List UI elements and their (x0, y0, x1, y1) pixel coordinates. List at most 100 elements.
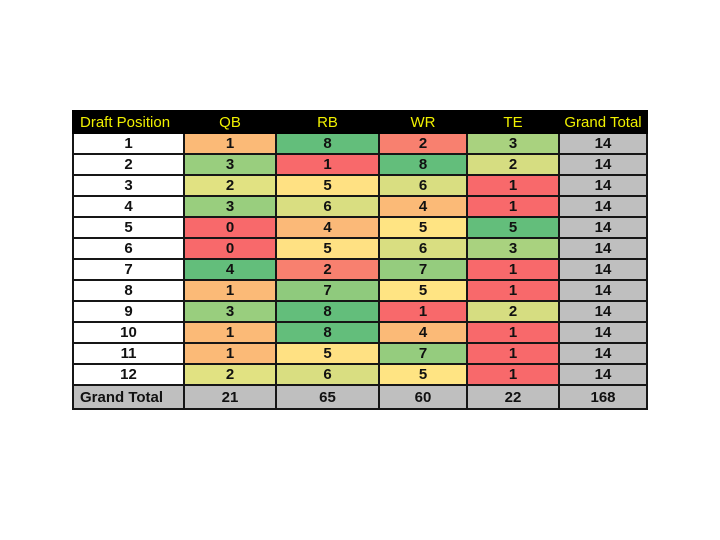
draft-position-cell: 6 (72, 237, 185, 260)
header-row: Draft Position QB RB WR TE Grand Total (72, 110, 648, 134)
value-cell-rb: 6 (275, 195, 380, 218)
value-cell-rb: 8 (275, 321, 380, 344)
value-cell-te: 3 (466, 237, 560, 260)
value-cell-te: 2 (466, 300, 560, 323)
value-cell-qb: 1 (183, 342, 277, 365)
value-cell-te: 1 (466, 363, 560, 386)
grand-total-overall: 168 (558, 384, 648, 410)
table-row: 8 1 7 5 1 14 (72, 279, 648, 302)
row-total-cell: 14 (558, 237, 648, 260)
table-row: 3 2 5 6 1 14 (72, 174, 648, 197)
table-row: 1 1 8 2 3 14 (72, 132, 648, 155)
value-cell-rb: 2 (275, 258, 380, 281)
draft-position-cell: 4 (72, 195, 185, 218)
value-cell-te: 1 (466, 174, 560, 197)
value-cell-rb: 6 (275, 363, 380, 386)
value-cell-qb: 1 (183, 132, 277, 155)
value-cell-wr: 8 (378, 153, 468, 176)
value-cell-qb: 3 (183, 300, 277, 323)
value-cell-wr: 6 (378, 174, 468, 197)
draft-position-cell: 12 (72, 363, 185, 386)
draft-position-cell: 11 (72, 342, 185, 365)
draft-position-cell: 7 (72, 258, 185, 281)
value-cell-qb: 1 (183, 321, 277, 344)
grand-total-wr: 60 (378, 384, 468, 410)
row-total-cell: 14 (558, 300, 648, 323)
row-total-cell: 14 (558, 258, 648, 281)
grand-total-row: Grand Total 21 65 60 22 168 (72, 384, 648, 410)
table-row: 11 1 5 7 1 14 (72, 342, 648, 365)
value-cell-wr: 6 (378, 237, 468, 260)
row-total-cell: 14 (558, 132, 648, 155)
value-cell-wr: 4 (378, 321, 468, 344)
value-cell-qb: 3 (183, 153, 277, 176)
value-cell-te: 5 (466, 216, 560, 239)
draft-position-cell: 3 (72, 174, 185, 197)
grand-total-qb: 21 (183, 384, 277, 410)
value-cell-rb: 5 (275, 342, 380, 365)
value-cell-te: 1 (466, 195, 560, 218)
value-cell-te: 1 (466, 342, 560, 365)
table-row: 10 1 8 4 1 14 (72, 321, 648, 344)
table-row: 6 0 5 6 3 14 (72, 237, 648, 260)
value-cell-rb: 8 (275, 132, 380, 155)
value-cell-wr: 1 (378, 300, 468, 323)
header-rb: RB (275, 110, 380, 134)
grand-total-te: 22 (466, 384, 560, 410)
draft-position-cell: 9 (72, 300, 185, 323)
value-cell-te: 2 (466, 153, 560, 176)
value-cell-qb: 3 (183, 195, 277, 218)
draft-position-pivot-table: Draft Position QB RB WR TE Grand Total 1… (72, 110, 648, 410)
grand-total-label: Grand Total (72, 384, 185, 410)
header-te: TE (466, 110, 560, 134)
draft-position-cell: 1 (72, 132, 185, 155)
row-total-cell: 14 (558, 342, 648, 365)
header-wr: WR (378, 110, 468, 134)
row-total-cell: 14 (558, 279, 648, 302)
draft-position-cell: 10 (72, 321, 185, 344)
value-cell-wr: 7 (378, 342, 468, 365)
table-row: 12 2 6 5 1 14 (72, 363, 648, 386)
value-cell-rb: 5 (275, 237, 380, 260)
value-cell-te: 1 (466, 258, 560, 281)
value-cell-wr: 2 (378, 132, 468, 155)
value-cell-rb: 7 (275, 279, 380, 302)
value-cell-wr: 7 (378, 258, 468, 281)
value-cell-qb: 2 (183, 363, 277, 386)
header-grand-total: Grand Total (558, 110, 648, 134)
table-row: 9 3 8 1 2 14 (72, 300, 648, 323)
value-cell-rb: 8 (275, 300, 380, 323)
draft-position-cell: 8 (72, 279, 185, 302)
value-cell-te: 3 (466, 132, 560, 155)
value-cell-rb: 5 (275, 174, 380, 197)
draft-position-cell: 2 (72, 153, 185, 176)
table-row: 4 3 6 4 1 14 (72, 195, 648, 218)
table-body: 1 1 8 2 3 14 2 3 1 8 2 14 3 2 5 6 1 14 4 3 6 4 1 14 5 0 4 5 5 14 6 0 5 6 3… (72, 132, 648, 386)
draft-position-cell: 5 (72, 216, 185, 239)
row-total-cell: 14 (558, 216, 648, 239)
table-header: Draft Position QB RB WR TE Grand Total (72, 110, 648, 134)
header-draft-position: Draft Position (72, 110, 185, 134)
row-total-cell: 14 (558, 363, 648, 386)
value-cell-qb: 1 (183, 279, 277, 302)
value-cell-qb: 0 (183, 216, 277, 239)
value-cell-wr: 4 (378, 195, 468, 218)
grand-total-rb: 65 (275, 384, 380, 410)
value-cell-qb: 2 (183, 174, 277, 197)
row-total-cell: 14 (558, 195, 648, 218)
value-cell-wr: 5 (378, 216, 468, 239)
value-cell-rb: 1 (275, 153, 380, 176)
value-cell-wr: 5 (378, 363, 468, 386)
row-total-cell: 14 (558, 153, 648, 176)
table-row: 7 4 2 7 1 14 (72, 258, 648, 281)
value-cell-te: 1 (466, 321, 560, 344)
table-footer: Grand Total 21 65 60 22 168 (72, 384, 648, 410)
table-row: 2 3 1 8 2 14 (72, 153, 648, 176)
table-row: 5 0 4 5 5 14 (72, 216, 648, 239)
value-cell-wr: 5 (378, 279, 468, 302)
value-cell-rb: 4 (275, 216, 380, 239)
value-cell-qb: 0 (183, 237, 277, 260)
value-cell-qb: 4 (183, 258, 277, 281)
row-total-cell: 14 (558, 174, 648, 197)
